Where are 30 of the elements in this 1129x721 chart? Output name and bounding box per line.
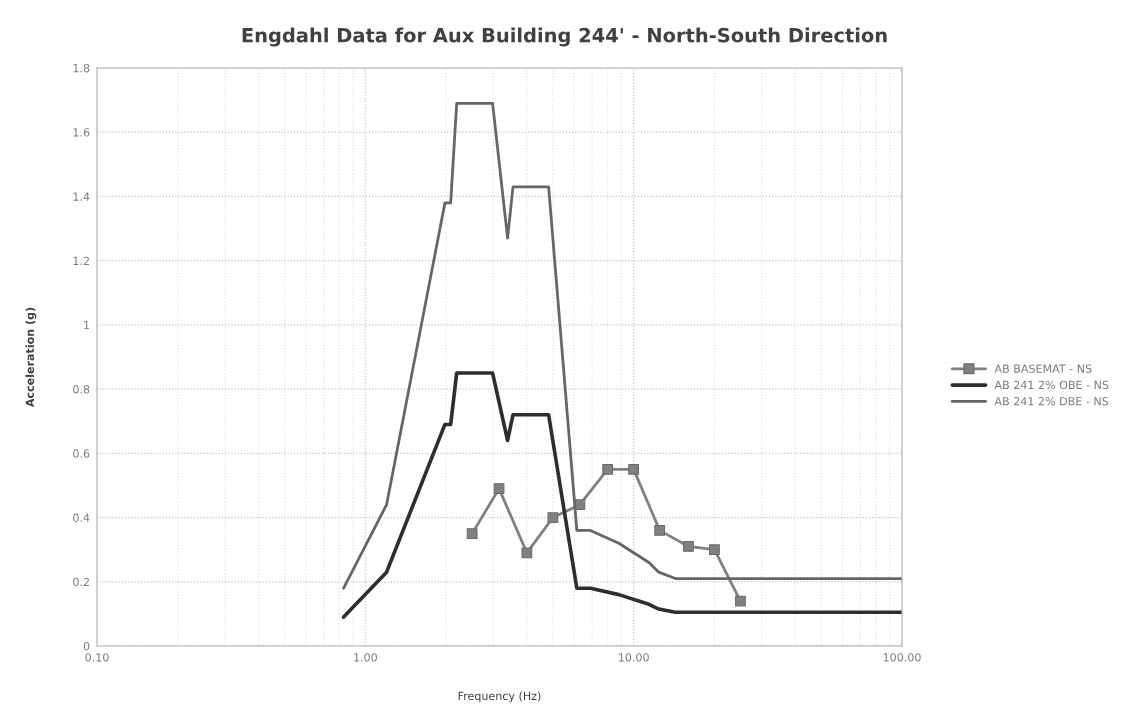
point: [602, 464, 614, 475]
point: [654, 525, 666, 536]
point: [683, 541, 694, 552]
point: [735, 595, 746, 607]
legend-label: AB BASEMAT - NS: [994, 364, 1092, 373]
x-tick-label: 100.00: [883, 653, 921, 662]
chart-title: Engdahl Data for Aux Building 244' - North-South Direction: [242, 27, 887, 47]
y-tick-label: 1.6: [73, 128, 90, 137]
y-tick-label: 1.4: [73, 192, 90, 201]
point: [521, 547, 533, 559]
point: [547, 512, 559, 523]
x-tick-label: 1.00: [354, 653, 377, 662]
y-tick-label: 0.8: [73, 385, 90, 394]
y-tick-label: 0.6: [73, 449, 90, 458]
x-tick-label: 0.10: [85, 653, 109, 662]
point: [709, 544, 720, 556]
y-tick-label: 1.8: [73, 63, 90, 73]
x-tick-label: 10.00: [618, 653, 649, 662]
y-tick-label: 0.2: [73, 577, 89, 587]
point: [493, 483, 505, 495]
y-axis-title: Acceleration (g): [25, 307, 37, 408]
legend-label: AB 241 2% OBE - NS: [994, 380, 1109, 390]
y-tick-label: 1.2: [73, 256, 89, 265]
point: [628, 464, 640, 475]
point: [466, 528, 478, 539]
x-axis-title: Frequency (Hz): [458, 691, 541, 703]
y-tick-label: 0.4: [73, 513, 90, 522]
legend-label: AB 241 2% DBE - NS: [994, 397, 1109, 406]
y-tick-label: 1: [84, 321, 90, 330]
y-tick-label: 0: [83, 641, 90, 651]
